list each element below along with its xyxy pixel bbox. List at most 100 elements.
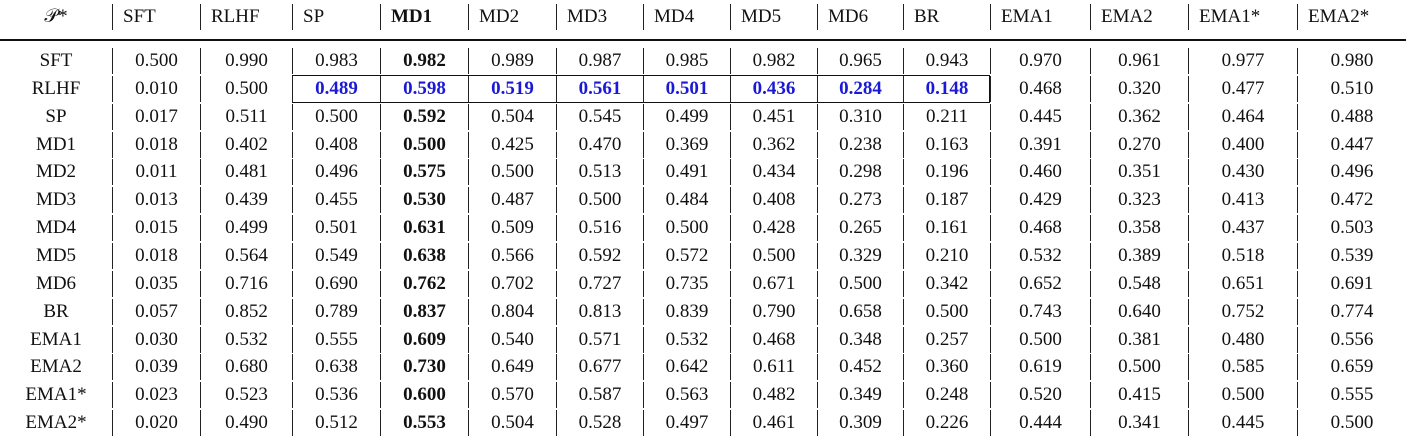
table-cell: 0.341	[1090, 410, 1188, 437]
table-cell: 0.500	[380, 131, 468, 158]
column-header: MD4	[643, 4, 730, 30]
table-cell: 0.468	[990, 75, 1090, 102]
table-cell: 0.445	[1188, 410, 1297, 437]
table-cell: 0.161	[903, 215, 990, 242]
table-cell: 0.018	[112, 131, 200, 158]
table-cell: 0.561	[556, 75, 643, 102]
table-cell: 0.570	[468, 382, 556, 409]
table-cell: 0.716	[200, 270, 292, 297]
table-cell: 0.196	[903, 159, 990, 186]
table-cell: 0.500	[468, 159, 556, 186]
table-cell: 0.539	[1297, 242, 1406, 269]
table-cell: 0.572	[643, 242, 730, 269]
table-cell: 0.804	[468, 298, 556, 325]
table-cell: 0.035	[112, 270, 200, 297]
table-cell: 0.499	[643, 103, 730, 130]
column-header: 𝒫*	[44, 6, 68, 27]
row-label: MD6	[35, 272, 77, 294]
table-cell: 0.548	[1090, 270, 1188, 297]
table-cell: 0.640	[1090, 298, 1188, 325]
table-cell: 0.226	[903, 410, 990, 437]
table-cell: 0.451	[730, 103, 817, 130]
table-cell: 0.509	[468, 215, 556, 242]
column-header: EMA2	[1090, 4, 1188, 30]
row-label: MD5	[35, 244, 77, 266]
table-cell: 0.532	[990, 242, 1090, 269]
table-cell: 0.020	[112, 410, 200, 437]
table-cell: 0.585	[1188, 354, 1297, 381]
table-cell: 0.600	[380, 382, 468, 409]
table-cell: 0.504	[468, 103, 556, 130]
table-cell: 0.057	[112, 298, 200, 325]
table-cell: 0.564	[200, 242, 292, 269]
row-label: SFT	[39, 50, 73, 71]
table-cell: 0.491	[643, 159, 730, 186]
table-cell: 0.555	[292, 326, 380, 353]
table-cell: 0.982	[730, 48, 817, 74]
table-cell: 0.464	[1188, 103, 1297, 130]
table-cell: 0.500	[1297, 410, 1406, 437]
table-cell: 0.523	[200, 382, 292, 409]
table-cell: 0.039	[112, 354, 200, 381]
table-cell: 0.436	[730, 75, 817, 102]
table-cell: 0.512	[292, 410, 380, 437]
table-cell: 0.649	[468, 354, 556, 381]
table-cell: 0.445	[990, 103, 1090, 130]
table-cell: 0.497	[643, 410, 730, 437]
table-cell: 0.348	[817, 326, 903, 353]
table-cell: 0.408	[292, 131, 380, 158]
table-cell: 0.702	[468, 270, 556, 297]
table-cell: 0.982	[380, 48, 468, 74]
table-cell: 0.496	[1297, 159, 1406, 186]
table-cell: 0.351	[1090, 159, 1188, 186]
table-cell: 0.389	[1090, 242, 1188, 269]
table-cell: 0.187	[903, 187, 990, 214]
table-cell: 0.434	[730, 159, 817, 186]
table-cell: 0.983	[292, 48, 380, 74]
table-cell: 0.503	[1297, 215, 1406, 242]
table-cell: 0.413	[1188, 187, 1297, 214]
table-cell: 0.270	[1090, 131, 1188, 158]
table-cell: 0.965	[817, 48, 903, 74]
table-cell: 0.555	[1297, 382, 1406, 409]
table-cell: 0.265	[817, 215, 903, 242]
table-cell: 0.520	[990, 382, 1090, 409]
table-cell: 0.468	[730, 326, 817, 353]
table-cell: 0.652	[990, 270, 1090, 297]
table-cell: 0.490	[200, 410, 292, 437]
table-cell: 0.362	[730, 131, 817, 158]
table-cell: 0.735	[643, 270, 730, 297]
row-label: EMA2	[30, 356, 82, 378]
table-cell: 0.587	[556, 382, 643, 409]
row-label: MD2	[35, 161, 77, 183]
table-cell: 0.468	[990, 215, 1090, 242]
table-cell: 0.530	[380, 187, 468, 214]
header-rule	[0, 39, 1406, 41]
table-cell: 0.425	[468, 131, 556, 158]
table-cell: 0.323	[1090, 187, 1188, 214]
column-header: MD2	[468, 4, 556, 30]
table-cell: 0.298	[817, 159, 903, 186]
table-cell: 0.500	[1090, 354, 1188, 381]
table-cell: 0.238	[817, 131, 903, 158]
table-cell: 0.415	[1090, 382, 1188, 409]
table-cell: 0.977	[1188, 48, 1297, 74]
table-cell: 0.690	[292, 270, 380, 297]
table-cell: 0.013	[112, 187, 200, 214]
table-cell: 0.619	[990, 354, 1090, 381]
table-cell: 0.519	[468, 75, 556, 102]
table-cell: 0.631	[380, 215, 468, 242]
table-cell: 0.496	[292, 159, 380, 186]
table-cell: 0.482	[730, 382, 817, 409]
table-cell: 0.500	[817, 270, 903, 297]
table-cell: 0.010	[112, 75, 200, 102]
row-label: MD1	[35, 133, 77, 155]
table-cell: 0.470	[556, 131, 643, 158]
table-cell: 0.362	[1090, 103, 1188, 130]
table-cell: 0.691	[1297, 270, 1406, 297]
table-cell: 0.658	[817, 298, 903, 325]
row-label: SP	[45, 105, 67, 127]
row-label: RLHF	[31, 77, 81, 99]
table-cell: 0.611	[730, 354, 817, 381]
column-header: MD1	[380, 4, 468, 30]
